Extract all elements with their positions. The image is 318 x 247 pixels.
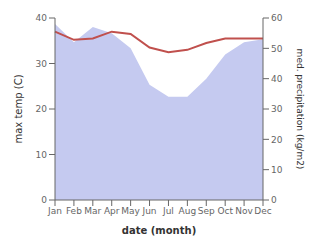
svg-text:Apr: Apr bbox=[104, 206, 120, 216]
svg-text:0: 0 bbox=[41, 195, 47, 205]
svg-text:40: 40 bbox=[271, 74, 283, 84]
svg-text:Dec: Dec bbox=[254, 206, 271, 216]
svg-text:0: 0 bbox=[271, 195, 277, 205]
svg-text:date (month): date (month) bbox=[122, 225, 196, 236]
svg-text:Nov: Nov bbox=[235, 206, 253, 216]
svg-text:med. precipitation (kg/m2): med. precipitation (kg/m2) bbox=[295, 49, 305, 170]
svg-text:Jul: Jul bbox=[162, 206, 174, 216]
svg-text:40: 40 bbox=[36, 13, 48, 23]
svg-text:Aug: Aug bbox=[179, 206, 197, 216]
svg-text:Mar: Mar bbox=[84, 206, 101, 216]
svg-text:10: 10 bbox=[271, 165, 283, 175]
svg-text:May: May bbox=[121, 206, 140, 216]
svg-text:50: 50 bbox=[271, 44, 283, 54]
svg-text:60: 60 bbox=[271, 13, 283, 23]
svg-text:Sep: Sep bbox=[198, 206, 215, 216]
svg-text:10: 10 bbox=[36, 150, 48, 160]
svg-text:20: 20 bbox=[271, 135, 283, 145]
svg-text:Jan: Jan bbox=[47, 206, 62, 216]
svg-text:30: 30 bbox=[36, 59, 48, 69]
svg-text:Jun: Jun bbox=[142, 206, 157, 216]
svg-text:Oct: Oct bbox=[217, 206, 233, 216]
svg-text:20: 20 bbox=[36, 104, 48, 114]
svg-text:Feb: Feb bbox=[66, 206, 82, 216]
svg-text:max temp (C): max temp (C) bbox=[13, 74, 24, 143]
svg-text:30: 30 bbox=[271, 104, 283, 114]
